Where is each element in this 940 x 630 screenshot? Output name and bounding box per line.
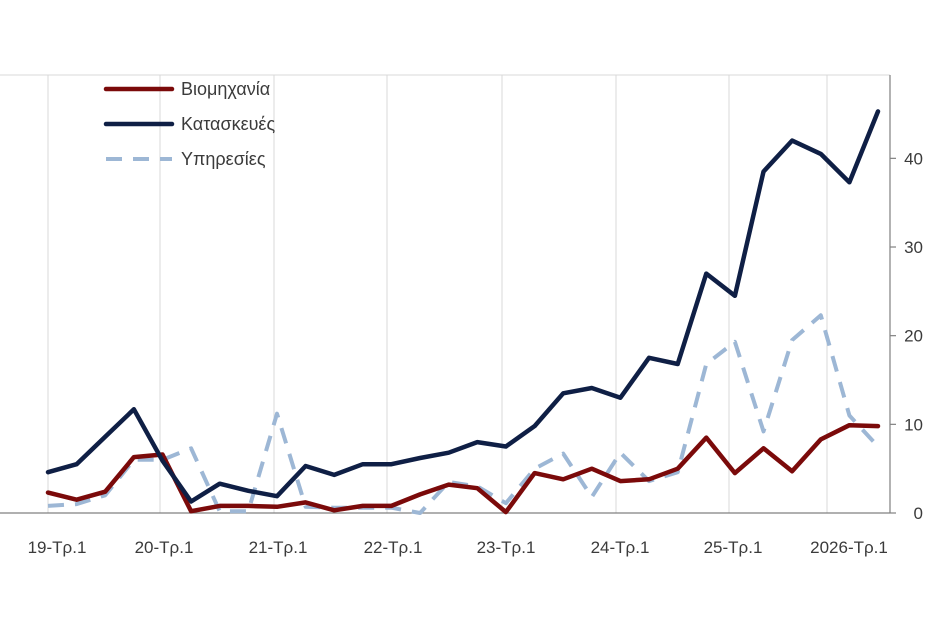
series-line-0	[45, 422, 881, 515]
x-tick-label-0: 19-Τρ.1	[28, 538, 87, 557]
y-tick-label-0: 0	[914, 504, 923, 523]
x-tick-label-4: 23-Τρ.1	[477, 538, 536, 557]
x-tick-label-7: 2026-Τρ.1	[810, 538, 888, 557]
legend-label-0: Βιομηχανία	[181, 79, 270, 99]
legend-label-2: Υπηρεσίες	[181, 149, 266, 169]
series-lines	[45, 109, 881, 515]
y-tick-label-40: 40	[904, 149, 923, 168]
legend: Βιομηχανία Κατασκευές Υπηρεσίες	[103, 79, 275, 169]
x-tick-label-3: 22-Τρ.1	[364, 538, 423, 557]
grid	[0, 74, 890, 514]
y-tick-label-20: 20	[904, 327, 923, 346]
legend-label-1: Κατασκευές	[181, 114, 275, 134]
x-tick-label-2: 21-Τρ.1	[249, 538, 308, 557]
y-tick-label-30: 30	[904, 238, 923, 257]
x-tick-label-1: 20-Τρ.1	[135, 538, 194, 557]
y-axis: 0 10 20 30 40	[889, 75, 923, 523]
x-tick-label-5: 24-Τρ.1	[591, 538, 650, 557]
x-tick-label-6: 25-Τρ.1	[704, 538, 763, 557]
series-line-1	[45, 109, 881, 504]
series-line-2	[47, 313, 880, 515]
y-tick-label-10: 10	[904, 415, 923, 434]
x-axis-labels: 19-Τρ.1 20-Τρ.1 21-Τρ.1 22-Τρ.1 23-Τρ.1 24-Τρ…	[28, 538, 888, 557]
